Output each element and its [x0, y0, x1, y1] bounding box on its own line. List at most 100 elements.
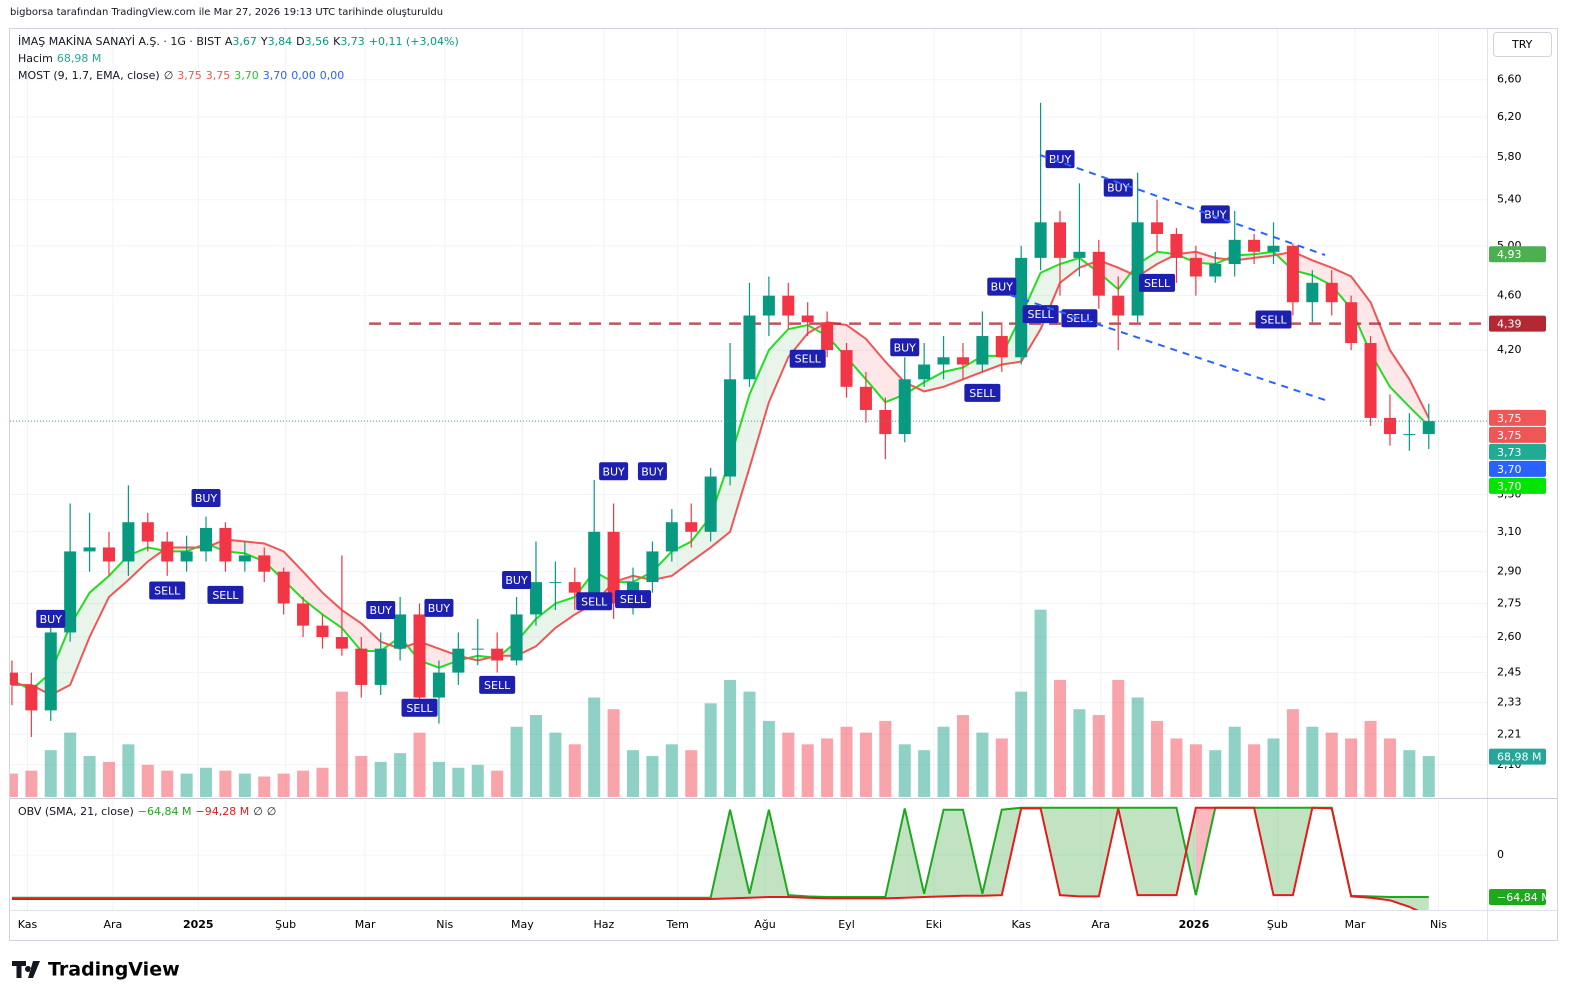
signal-box [637, 462, 667, 481]
candle-body [44, 632, 57, 711]
volume-bar [1189, 744, 1202, 797]
volume-bar [432, 761, 445, 797]
volume-bar [394, 753, 407, 797]
candle-body [1034, 222, 1047, 258]
candle-body [1345, 302, 1358, 344]
signal-label: SELL [212, 589, 239, 602]
currency-box[interactable] [1493, 32, 1552, 57]
candle-body [743, 315, 756, 380]
volume-bar [1151, 720, 1164, 797]
candle-body [724, 379, 737, 477]
signal-label: BUY [991, 281, 1014, 294]
volume-bar [1092, 715, 1105, 797]
candle-body [394, 614, 407, 649]
most-fill [70, 592, 90, 685]
volume-bar [316, 767, 329, 797]
candle-body [510, 614, 523, 661]
price-label: 68,98 M [1497, 751, 1541, 764]
obv-value: ∅ [253, 805, 263, 818]
volume-bar [801, 744, 814, 797]
volume-bar [510, 726, 523, 797]
volume-bar [840, 726, 853, 797]
candle-body [1364, 343, 1377, 418]
most-value: 0,00 [319, 69, 345, 82]
volume-bar [743, 691, 756, 797]
volume-bar [1325, 732, 1338, 797]
volume-bar [238, 773, 251, 797]
trend-line [1009, 294, 1326, 401]
volume-bar [258, 776, 271, 797]
y-tick-label: 2,75 [1497, 596, 1522, 609]
signal-label: BUY [641, 465, 664, 478]
signal-box [964, 383, 1001, 402]
signal-box [191, 489, 221, 508]
volume-bar [471, 764, 484, 797]
y-tick-label: 4,20 [1497, 343, 1522, 356]
signal-box [366, 601, 396, 620]
volume-bar [1403, 750, 1416, 797]
most-fill [846, 325, 866, 380]
signal-label: SELL [484, 679, 511, 692]
signal-box [987, 277, 1017, 296]
signal-label: BUY [505, 574, 528, 587]
signal-box [479, 675, 516, 694]
volume-value: 68,98 M [56, 52, 102, 65]
most-legend: MOST (9, 1.7, EMA, close) ∅ 3,75 3,75 3,70 3,… [18, 69, 348, 82]
candle-body [1112, 295, 1125, 316]
x-tick-label: Ağu [754, 918, 775, 931]
volume-bar [219, 770, 232, 797]
most-fill [1331, 267, 1352, 309]
candle-body [859, 386, 872, 410]
ohlc-label: A [224, 35, 233, 48]
most-fill [303, 571, 323, 615]
candle-body [413, 614, 426, 698]
signal-label: SELL [154, 585, 181, 598]
signal-label: BUY [894, 341, 917, 354]
volume-bar [918, 750, 931, 797]
candle-body [161, 541, 174, 562]
most-fill [322, 592, 342, 628]
price-label-box [1489, 748, 1546, 765]
volume-bar [355, 756, 368, 797]
most-fill [535, 603, 556, 647]
signal-box [599, 462, 629, 481]
most-fill [438, 648, 459, 668]
obv-legend: OBV (SMA, 21, close) −64,84 M −94,28 M ∅ ∅ [18, 805, 280, 818]
most-fill [283, 551, 304, 600]
most-line [11, 250, 1430, 692]
candle-body [646, 551, 659, 583]
obv-value: ∅ [266, 805, 277, 818]
x-tick-label: Kas [1011, 918, 1031, 931]
x-tick-label: Ara [103, 918, 122, 931]
candle-body [64, 551, 77, 633]
candle-body [937, 357, 950, 365]
signal-box [1200, 205, 1230, 224]
x-tick-label: Eki [926, 918, 942, 931]
signal-box [36, 609, 66, 628]
ohlc-label: D [296, 35, 305, 48]
price-label-box [1489, 460, 1546, 477]
volume-bar [937, 726, 950, 797]
most-fill [89, 575, 109, 638]
candle-body [588, 531, 601, 593]
volume-legend: Hacim 68,98 M [18, 52, 105, 65]
ohlc-label: Y [260, 35, 268, 48]
obv-fill [1273, 807, 1293, 896]
most-fill [865, 338, 886, 403]
candle-body [219, 527, 232, 562]
volume-bar [549, 732, 562, 797]
candle-body [200, 527, 213, 552]
volume-bar [646, 756, 659, 797]
price-label-box [1489, 315, 1546, 332]
candle-body [452, 648, 465, 673]
ohlc-value: 3,56 [304, 35, 330, 48]
obv-fill [943, 809, 963, 897]
most-line [11, 250, 1430, 697]
volume-bar [995, 738, 1008, 797]
candle-body [1092, 251, 1105, 296]
volume-bar [529, 715, 542, 797]
y-tick-label: 6,60 [1497, 73, 1522, 86]
candle-body [1131, 222, 1144, 316]
